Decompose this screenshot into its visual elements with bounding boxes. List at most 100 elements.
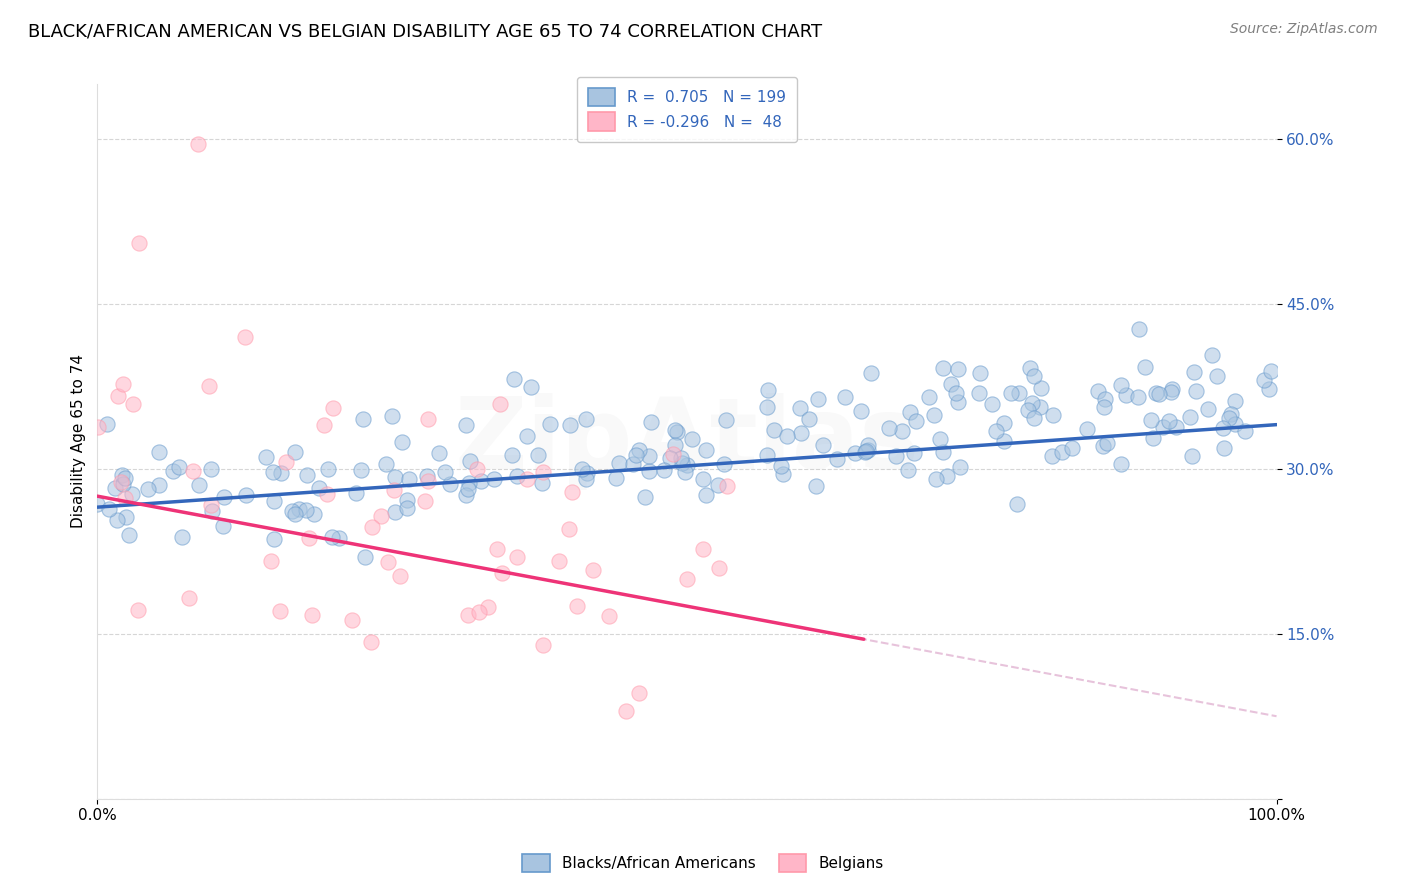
Point bbox=[377, 555, 399, 569]
Point bbox=[637, 465, 659, 479]
Point bbox=[558, 418, 581, 433]
Point bbox=[301, 607, 323, 622]
Point bbox=[1109, 457, 1132, 471]
Point bbox=[270, 467, 292, 481]
Point bbox=[384, 505, 406, 519]
Point bbox=[789, 401, 811, 415]
Point bbox=[681, 432, 703, 446]
Point bbox=[148, 445, 170, 459]
Point bbox=[505, 469, 527, 483]
Point bbox=[96, 417, 118, 431]
Point bbox=[755, 448, 778, 462]
Point bbox=[506, 549, 529, 564]
Point bbox=[181, 464, 204, 478]
Point bbox=[110, 475, 132, 489]
Point bbox=[695, 442, 717, 457]
Point bbox=[1166, 420, 1188, 434]
Point bbox=[932, 361, 955, 376]
Point bbox=[1128, 322, 1150, 336]
Point bbox=[1097, 435, 1119, 450]
Point bbox=[624, 449, 647, 463]
Point bbox=[516, 472, 538, 486]
Point bbox=[716, 478, 738, 492]
Point bbox=[856, 443, 879, 458]
Point bbox=[104, 481, 127, 495]
Point bbox=[531, 475, 554, 490]
Point bbox=[172, 530, 194, 544]
Point bbox=[456, 417, 478, 432]
Point bbox=[212, 518, 235, 533]
Point bbox=[692, 541, 714, 556]
Point bbox=[503, 372, 526, 386]
Point bbox=[316, 462, 339, 476]
Point bbox=[389, 569, 412, 583]
Point bbox=[558, 522, 581, 536]
Point bbox=[413, 494, 436, 508]
Point bbox=[1091, 439, 1114, 453]
Point bbox=[897, 462, 920, 476]
Point bbox=[1018, 361, 1040, 376]
Point bbox=[1152, 420, 1174, 434]
Point bbox=[188, 478, 211, 492]
Point bbox=[1133, 359, 1156, 374]
Point bbox=[925, 472, 948, 486]
Point bbox=[1160, 385, 1182, 400]
Point bbox=[148, 478, 170, 492]
Point bbox=[762, 423, 785, 437]
Point bbox=[360, 520, 382, 534]
Point bbox=[1115, 388, 1137, 402]
Point bbox=[87, 419, 110, 434]
Point bbox=[212, 490, 235, 504]
Point bbox=[516, 428, 538, 442]
Point bbox=[849, 404, 872, 418]
Point bbox=[891, 424, 914, 438]
Point bbox=[918, 390, 941, 404]
Point bbox=[1076, 422, 1098, 436]
Point bbox=[187, 136, 209, 151]
Point bbox=[370, 509, 392, 524]
Text: Source: ZipAtlas.com: Source: ZipAtlas.com bbox=[1230, 22, 1378, 37]
Point bbox=[340, 613, 363, 627]
Point bbox=[284, 507, 307, 521]
Point bbox=[98, 502, 121, 516]
Point bbox=[1178, 410, 1201, 425]
Point bbox=[235, 488, 257, 502]
Point bbox=[1253, 373, 1275, 387]
Point bbox=[1181, 450, 1204, 464]
Point bbox=[1142, 431, 1164, 445]
Point bbox=[395, 492, 418, 507]
Point bbox=[807, 392, 830, 407]
Point bbox=[575, 472, 598, 486]
Legend: Blacks/African Americans, Belgians: Blacks/African Americans, Belgians bbox=[515, 846, 891, 880]
Point bbox=[200, 462, 222, 476]
Point bbox=[112, 376, 135, 391]
Point bbox=[198, 379, 221, 393]
Point bbox=[582, 563, 605, 577]
Point bbox=[1159, 414, 1181, 428]
Point bbox=[856, 438, 879, 452]
Point bbox=[860, 366, 883, 380]
Point bbox=[269, 604, 291, 618]
Point bbox=[391, 434, 413, 449]
Point bbox=[1197, 401, 1219, 416]
Point bbox=[470, 474, 492, 488]
Point bbox=[360, 634, 382, 648]
Point bbox=[531, 638, 554, 652]
Point bbox=[1087, 384, 1109, 398]
Point bbox=[598, 609, 620, 624]
Point bbox=[482, 472, 505, 486]
Point bbox=[1029, 400, 1052, 414]
Point bbox=[1005, 497, 1028, 511]
Point bbox=[308, 481, 330, 495]
Point bbox=[1021, 396, 1043, 410]
Point bbox=[640, 415, 662, 429]
Point bbox=[621, 457, 644, 471]
Point bbox=[1206, 369, 1229, 384]
Point bbox=[263, 493, 285, 508]
Point bbox=[263, 532, 285, 546]
Point bbox=[1042, 408, 1064, 422]
Point bbox=[114, 471, 136, 485]
Point bbox=[607, 456, 630, 470]
Point bbox=[1024, 369, 1046, 384]
Point bbox=[946, 394, 969, 409]
